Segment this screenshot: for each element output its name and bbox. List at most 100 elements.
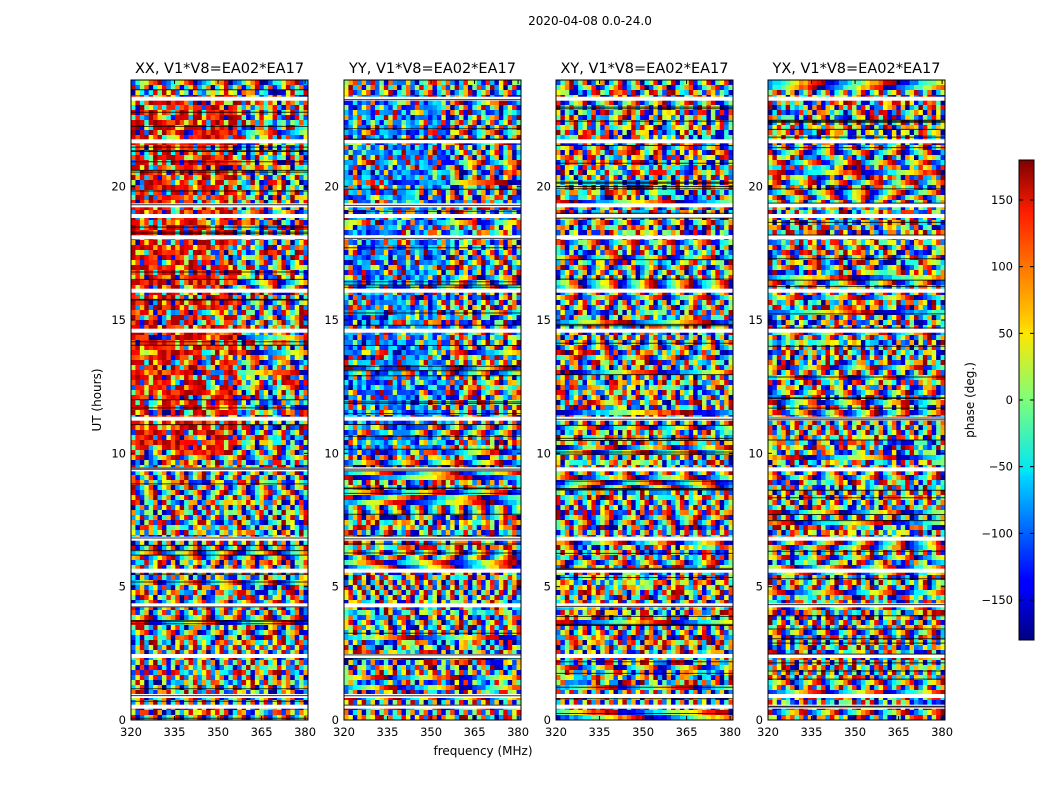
colorbar-tick-label: −150 — [981, 593, 1013, 607]
flagged-time-gap — [556, 203, 733, 208]
flagged-time-gap — [768, 214, 945, 218]
flagged-time-gap — [556, 704, 733, 709]
flagged-time-gap — [344, 416, 521, 421]
flagged-time-gap — [768, 568, 945, 573]
y-tick-label: 5 — [119, 580, 126, 594]
flagged-time-gap — [556, 235, 733, 240]
flagged-time-gap — [344, 288, 521, 293]
y-tick-label: 15 — [324, 313, 339, 327]
flagged-time-gap — [131, 235, 308, 240]
flagged-time-gap — [131, 96, 308, 101]
y-tick-label: 5 — [332, 580, 339, 594]
panel-title: XY, V1*V8=EA02*EA17 — [560, 61, 728, 77]
x-tick-label: 320 — [333, 725, 355, 739]
x-tick-label: 335 — [801, 725, 823, 739]
flagged-time-gap — [131, 203, 308, 208]
y-tick-label: 15 — [111, 313, 126, 327]
flagged-time-gap — [556, 288, 733, 293]
panel-title: YY, V1*V8=EA02*EA17 — [348, 61, 516, 77]
flagged-time-gap — [131, 568, 308, 573]
y-tick-label: 20 — [111, 180, 126, 194]
flagged-time-gap — [344, 328, 521, 333]
flagged-time-gap — [131, 328, 308, 333]
flagged-time-gap — [556, 654, 733, 658]
flagged-time-gap — [131, 654, 308, 658]
y-tick-label: 20 — [748, 180, 763, 194]
x-axis-label: frequency (MHz) — [433, 744, 532, 758]
panel-xx: XX, V1*V8=EA02*EA17 320 335 350 365 380 0 5 10 15… — [111, 61, 316, 739]
flagged-time-gap — [344, 603, 521, 608]
x-tick-label: 350 — [844, 725, 866, 739]
y-tick-label: 15 — [748, 313, 763, 327]
panels: XX, V1*V8=EA02*EA17 320 335 350 365 380 0 5 10 15… — [111, 61, 953, 739]
x-tick-label: 335 — [164, 725, 186, 739]
flagged-time-gap — [768, 603, 945, 608]
flagged-time-gap — [556, 416, 733, 421]
x-tick-label: 365 — [676, 725, 698, 739]
panel-title: XX, V1*V8=EA02*EA17 — [135, 61, 304, 77]
colorbar-tick-label: 0 — [1006, 393, 1013, 407]
x-tick-label: 365 — [888, 725, 910, 739]
flagged-time-gap — [556, 214, 733, 218]
flagged-time-gap — [344, 568, 521, 573]
colorbar-tick-label: 100 — [991, 260, 1013, 274]
x-tick-label: 365 — [251, 725, 273, 739]
panel-yx: YX, V1*V8=EA02*EA17 320 335 350 365 380 0 5 10 15… — [748, 61, 953, 739]
x-tick-label: 380 — [719, 725, 741, 739]
x-tick-label: 365 — [464, 725, 486, 739]
x-tick-label: 320 — [120, 725, 142, 739]
flagged-time-gap — [131, 603, 308, 608]
x-tick-label: 380 — [931, 725, 953, 739]
colorbar-gradient — [1019, 160, 1034, 640]
flagged-time-gap — [768, 416, 945, 421]
y-tick-label: 20 — [324, 180, 339, 194]
y-axis-label: UT (hours) — [90, 368, 104, 431]
x-tick-label: 350 — [632, 725, 654, 739]
y-tick-label: 0 — [756, 713, 763, 727]
axes-frame — [555, 79, 734, 721]
x-tick-label: 335 — [377, 725, 399, 739]
colorbar: 150 100 50 0 −50 −100 −150 phase (deg.) — [963, 159, 1035, 641]
panel-yy: YY, V1*V8=EA02*EA17 320 335 350 365 380 0 5 10 15… — [324, 61, 529, 739]
flagged-time-gap — [556, 603, 733, 608]
y-tick-label: 20 — [536, 180, 551, 194]
flagged-time-gap — [556, 694, 733, 698]
x-tick-label: 380 — [507, 725, 529, 739]
flagged-time-gap — [556, 467, 733, 472]
flagged-time-gap — [768, 203, 945, 208]
flagged-time-gap — [131, 416, 308, 421]
flagged-time-gap — [768, 235, 945, 240]
x-tick-label: 350 — [207, 725, 229, 739]
panel-xy: XY, V1*V8=EA02*EA17 320 335 350 365 380 0 5 10 15… — [536, 61, 741, 739]
flagged-time-gap — [556, 536, 733, 541]
flagged-time-gap — [556, 96, 733, 101]
flagged-time-gap — [131, 704, 308, 709]
y-tick-label: 0 — [544, 713, 551, 727]
flagged-time-gap — [768, 694, 945, 698]
axes-frame — [130, 79, 309, 721]
colorbar-tick-label: 50 — [998, 326, 1013, 340]
flagged-time-gap — [768, 96, 945, 101]
axes-frame — [767, 79, 946, 721]
flagged-time-gap — [768, 467, 945, 472]
colorbar-label: phase (deg.) — [963, 362, 977, 438]
colorbar-tick-label: 150 — [991, 193, 1013, 207]
y-tick-label: 15 — [536, 313, 551, 327]
y-tick-label: 0 — [119, 713, 126, 727]
x-tick-label: 350 — [420, 725, 442, 739]
y-tick-label: 10 — [748, 446, 763, 460]
flagged-time-gap — [344, 214, 521, 218]
x-tick-label: 320 — [757, 725, 779, 739]
y-tick-label: 5 — [544, 580, 551, 594]
flagged-time-gap — [344, 96, 521, 101]
flagged-time-gap — [131, 536, 308, 541]
axes-frame — [343, 79, 522, 721]
flagged-time-gap — [131, 214, 308, 218]
colorbar-tick-label: −50 — [989, 460, 1013, 474]
flagged-time-gap — [768, 288, 945, 293]
flagged-time-gap — [556, 328, 733, 333]
flagged-time-gap — [768, 536, 945, 541]
flagged-time-gap — [344, 654, 521, 658]
flagged-time-gap — [768, 139, 945, 144]
